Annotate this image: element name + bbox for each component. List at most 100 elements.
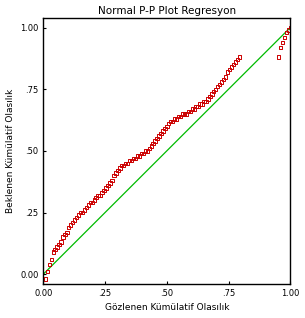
Point [202, 99, 206, 104]
Point [174, 116, 179, 121]
Point [137, 153, 142, 158]
Point [125, 161, 130, 166]
Point [117, 166, 122, 171]
Point [59, 239, 63, 245]
Point [276, 55, 281, 60]
Point [109, 178, 114, 183]
Point [196, 104, 201, 109]
Point [237, 55, 242, 60]
Point [227, 67, 232, 72]
Point [215, 84, 220, 89]
Point [45, 269, 50, 274]
Point [213, 87, 218, 92]
Point [104, 185, 109, 190]
Point [86, 203, 91, 208]
Point [192, 107, 197, 112]
X-axis label: Gözlenen Kümülatif Olasılık: Gözlenen Kümülatif Olasılık [105, 303, 229, 313]
Point [145, 148, 150, 153]
Point [198, 101, 203, 107]
Point [133, 156, 138, 161]
Point [72, 218, 77, 223]
Point [92, 198, 97, 203]
Point [135, 153, 140, 158]
Point [112, 173, 117, 178]
Point [229, 65, 234, 70]
Point [219, 79, 224, 84]
Point [129, 158, 134, 163]
Point [278, 45, 283, 50]
Point [84, 205, 89, 210]
Point [211, 89, 216, 94]
Point [217, 82, 222, 87]
Point [143, 148, 148, 153]
Point [53, 247, 58, 252]
Point [147, 146, 152, 151]
Point [178, 114, 183, 119]
Point [96, 193, 101, 198]
Point [155, 136, 160, 141]
Point [170, 119, 175, 124]
Point [210, 92, 214, 97]
Point [225, 69, 230, 74]
Point [235, 57, 240, 62]
Point [184, 111, 189, 116]
Point [221, 77, 226, 82]
Point [56, 242, 61, 247]
Point [160, 128, 165, 134]
Point [288, 25, 293, 30]
Point [152, 138, 157, 143]
Point [149, 143, 154, 149]
Point [121, 163, 126, 168]
Point [113, 170, 118, 176]
Point [70, 220, 75, 225]
Point [64, 230, 69, 235]
Point [176, 114, 181, 119]
Point [78, 210, 83, 215]
Point [76, 212, 81, 218]
Point [180, 111, 185, 116]
Point [156, 134, 161, 139]
Point [108, 180, 113, 185]
Point [166, 121, 171, 126]
Point [286, 28, 291, 33]
Point [186, 109, 191, 114]
Point [116, 168, 120, 173]
Point [131, 156, 136, 161]
Point [82, 208, 87, 213]
Point [223, 74, 228, 80]
Point [102, 188, 106, 193]
Point [127, 158, 132, 163]
Title: Normal P-P Plot Regresyon: Normal P-P Plot Regresyon [98, 5, 236, 16]
Point [88, 200, 93, 205]
Point [162, 126, 167, 131]
Point [280, 40, 285, 45]
Point [164, 124, 169, 129]
Point [63, 232, 67, 237]
Point [119, 163, 124, 168]
Point [94, 195, 99, 200]
Point [47, 262, 52, 267]
Point [208, 94, 213, 99]
Point [106, 183, 110, 188]
Point [190, 107, 195, 112]
Point [74, 215, 79, 220]
Point [60, 235, 65, 240]
Y-axis label: Beklenen Kümülatif Olasılık: Beklenen Kümülatif Olasılık [5, 89, 15, 213]
Point [168, 119, 173, 124]
Point [139, 151, 144, 156]
Point [200, 101, 205, 107]
Point [282, 35, 287, 40]
Point [66, 225, 71, 230]
Point [90, 200, 95, 205]
Point [204, 99, 209, 104]
Point [194, 104, 199, 109]
Point [233, 59, 238, 65]
Point [141, 151, 146, 156]
Point [206, 97, 210, 102]
Point [49, 257, 54, 262]
Point [284, 30, 289, 35]
Point [80, 210, 85, 215]
Point [231, 62, 236, 67]
Point [158, 131, 163, 136]
Point [55, 245, 59, 250]
